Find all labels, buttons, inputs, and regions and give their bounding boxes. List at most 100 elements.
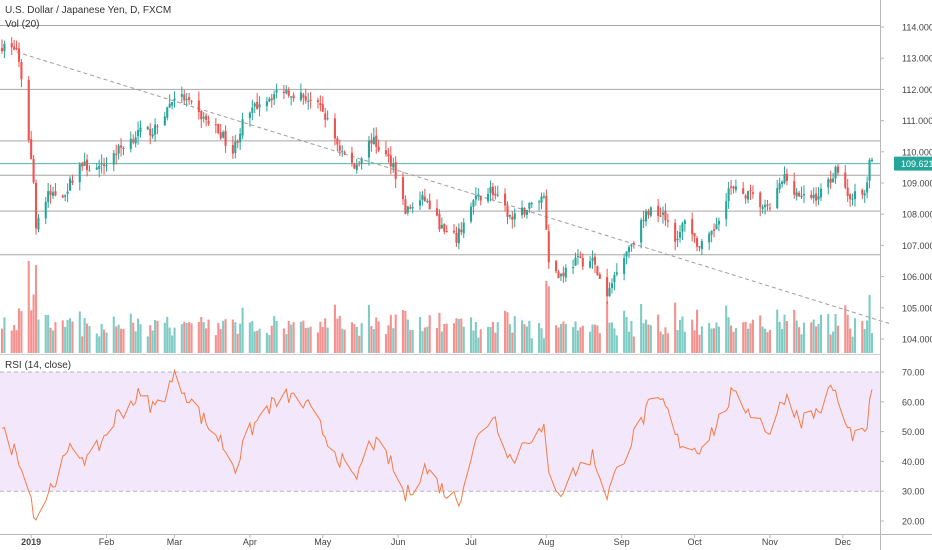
candle-body: [649, 207, 652, 216]
volume-bar: [287, 321, 290, 353]
candle-body: [321, 104, 324, 112]
candle-body: [589, 261, 592, 268]
candle-body: [608, 288, 611, 297]
volume-bar: [404, 310, 407, 353]
volume-bar: [51, 330, 55, 353]
candle-body: [542, 196, 545, 198]
candle-body: [503, 193, 507, 206]
volume-bar: [307, 327, 310, 353]
candle-body: [61, 195, 64, 198]
candle-body: [54, 191, 57, 196]
candle-body: [163, 116, 166, 125]
candle-body: [137, 130, 140, 137]
volume-bar: [200, 316, 203, 353]
candle-body: [358, 163, 361, 165]
price-tick-label: 107.000: [902, 241, 932, 251]
candle-body: [404, 199, 407, 214]
volume-bar: [613, 328, 616, 353]
candle-body: [555, 260, 558, 272]
candle-body: [275, 90, 278, 93]
volume-bar: [457, 318, 460, 353]
volume-bar: [496, 322, 499, 353]
volume-bar: [764, 328, 767, 353]
candle-body: [749, 189, 752, 192]
volume-bar: [606, 301, 609, 353]
candle-body: [751, 192, 754, 194]
candle-body: [657, 205, 660, 217]
volume-bar: [538, 322, 541, 353]
candle-body: [846, 187, 849, 196]
symbol-title: U.S. Dollar / Japanese Yen, D, FXCM: [5, 5, 171, 16]
candle-body: [700, 241, 703, 249]
candle-body: [307, 100, 310, 102]
volume-bar: [793, 309, 796, 353]
candle-body: [197, 100, 200, 113]
candle-body: [428, 200, 431, 210]
candle-body: [681, 223, 684, 232]
candle-body: [832, 178, 835, 183]
candle-body: [443, 224, 446, 232]
candle-body: [333, 118, 336, 139]
candle-body: [171, 101, 174, 106]
volume-bar: [462, 326, 465, 353]
volume-bar: [479, 329, 482, 353]
volume-bar: [384, 334, 388, 353]
volume-bar: [30, 310, 33, 353]
volume-bar: [868, 294, 871, 353]
candle-body: [489, 186, 492, 194]
candle-body: [494, 193, 497, 196]
volume-bar: [547, 286, 550, 353]
volume-bar: [698, 334, 701, 353]
candle-body: [727, 188, 730, 202]
volume-bar: [627, 331, 631, 353]
rsi-tick-label: 60.00: [902, 397, 925, 407]
volume-bar: [265, 332, 268, 353]
volume-bar: [562, 321, 565, 353]
candle-body: [734, 186, 737, 190]
candle-body: [287, 90, 290, 96]
volume-bar: [623, 310, 626, 353]
volume-bar: [506, 312, 509, 353]
candle-body: [200, 110, 203, 120]
volume-bar: [472, 330, 475, 353]
candle-body: [156, 126, 159, 128]
candle-body: [239, 133, 242, 143]
volume-bar: [640, 304, 643, 353]
candle-body: [798, 192, 801, 197]
candle-body: [47, 191, 50, 203]
candle-body: [49, 191, 52, 195]
candle-body: [394, 162, 397, 179]
candle-body: [27, 80, 30, 140]
candle-body: [95, 167, 98, 170]
candle-body: [462, 222, 465, 234]
candle-body: [251, 107, 254, 113]
price-tick-label: 108.000: [902, 210, 932, 220]
time-tick-label: Aug: [538, 537, 554, 547]
volume-bar: [861, 320, 864, 353]
candle-body: [564, 267, 567, 278]
volume-bar: [545, 280, 548, 353]
volume-bar: [503, 310, 507, 353]
candle-body: [224, 130, 227, 146]
volume-bar: [474, 321, 477, 353]
candle-body: [86, 159, 89, 171]
candle-body: [623, 257, 626, 274]
volume-bar: [350, 322, 353, 353]
candle-body: [370, 140, 373, 144]
volume-bar: [649, 325, 652, 353]
candle-body: [241, 119, 244, 136]
candle-body: [154, 124, 157, 135]
candle-body: [836, 166, 840, 173]
volume-bar: [282, 328, 285, 353]
candle-body: [851, 198, 854, 200]
candle-body: [248, 112, 251, 119]
candle-body: [523, 207, 526, 215]
volume-bar: [766, 332, 769, 353]
volume-bar: [742, 322, 745, 353]
volume-bar: [863, 329, 866, 353]
volume-bar: [326, 327, 329, 353]
candle-body: [776, 188, 779, 209]
candle-body: [538, 201, 541, 203]
volume-bar: [358, 335, 361, 353]
